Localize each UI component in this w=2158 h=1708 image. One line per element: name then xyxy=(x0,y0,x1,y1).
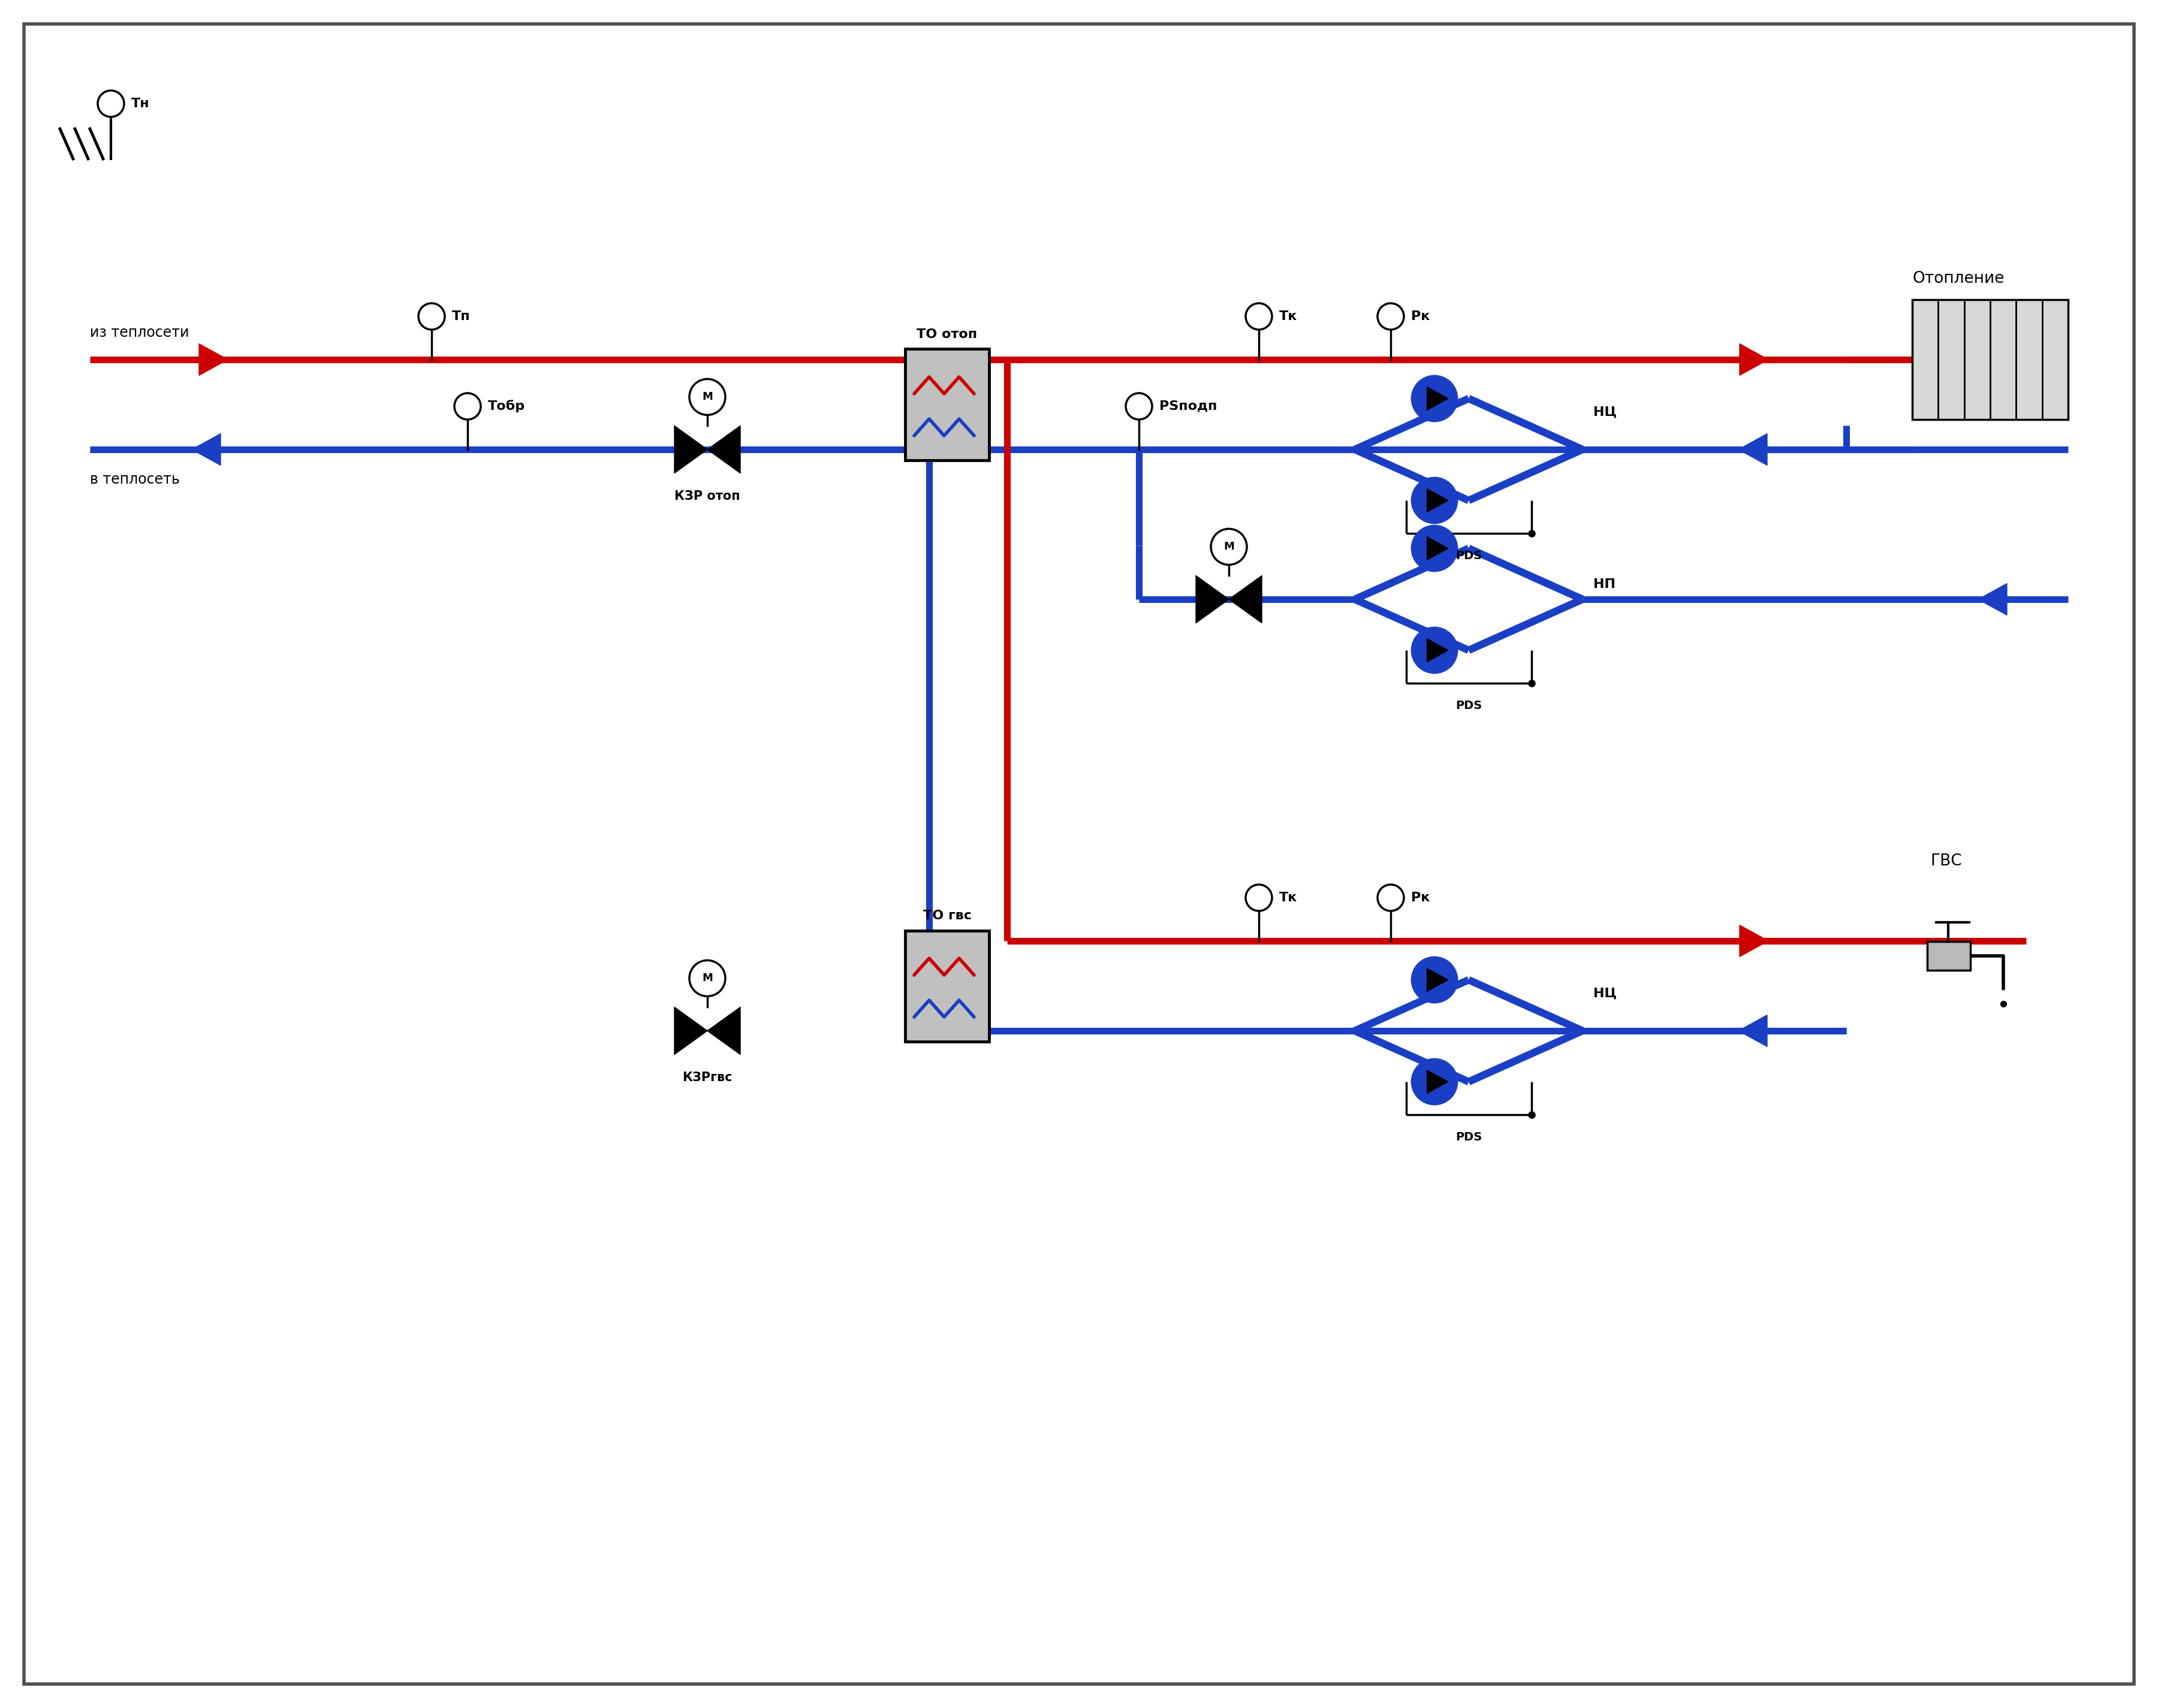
Text: НП: НП xyxy=(1593,579,1616,591)
Text: Рк: Рк xyxy=(1411,311,1431,323)
Polygon shape xyxy=(673,425,708,473)
Circle shape xyxy=(1411,526,1457,570)
Polygon shape xyxy=(199,343,229,376)
Polygon shape xyxy=(1739,343,1767,376)
Text: М: М xyxy=(701,974,712,984)
Bar xyxy=(1912,299,2067,420)
Text: КЗРгвс: КЗРгвс xyxy=(682,1071,732,1083)
Text: КЗР отоп: КЗР отоп xyxy=(675,490,740,502)
Polygon shape xyxy=(1426,1071,1448,1093)
Text: Отопление: Отопление xyxy=(1912,272,2005,287)
Polygon shape xyxy=(1739,434,1767,465)
Circle shape xyxy=(688,960,725,996)
Circle shape xyxy=(419,304,445,330)
Polygon shape xyxy=(1228,576,1262,623)
Circle shape xyxy=(1411,627,1457,673)
Polygon shape xyxy=(1426,488,1448,512)
Circle shape xyxy=(1377,304,1405,330)
Bar xyxy=(1927,941,1970,970)
Polygon shape xyxy=(1426,639,1448,663)
Circle shape xyxy=(1126,393,1152,420)
Text: НЦ: НЦ xyxy=(1593,987,1616,999)
Circle shape xyxy=(455,393,481,420)
Text: ТО отоп: ТО отоп xyxy=(917,328,978,340)
Circle shape xyxy=(1411,376,1457,422)
Circle shape xyxy=(1411,956,1457,1003)
Text: Тобр: Тобр xyxy=(488,400,524,413)
Circle shape xyxy=(1411,1059,1457,1105)
Polygon shape xyxy=(1196,576,1228,623)
Circle shape xyxy=(97,91,125,116)
Text: Рк: Рк xyxy=(1411,892,1431,904)
Polygon shape xyxy=(673,1008,708,1054)
Bar xyxy=(904,931,988,1042)
Text: НЦ: НЦ xyxy=(1593,407,1616,418)
Circle shape xyxy=(1211,529,1247,565)
Polygon shape xyxy=(1979,584,2007,615)
Circle shape xyxy=(1411,478,1457,523)
Text: PDS: PDS xyxy=(1454,1131,1483,1143)
Polygon shape xyxy=(192,434,220,465)
Text: PDS: PDS xyxy=(1454,550,1483,562)
Circle shape xyxy=(1245,885,1271,910)
Polygon shape xyxy=(1739,1015,1767,1047)
Polygon shape xyxy=(1739,926,1767,956)
Text: М: М xyxy=(701,391,712,403)
Polygon shape xyxy=(1426,968,1448,991)
Text: ТО гвс: ТО гвс xyxy=(924,910,971,922)
Text: Тк: Тк xyxy=(1280,892,1297,904)
Text: ГВС: ГВС xyxy=(1929,854,1962,869)
Polygon shape xyxy=(1426,536,1448,560)
Text: Тн: Тн xyxy=(132,97,149,109)
Polygon shape xyxy=(1426,388,1448,410)
Text: М: М xyxy=(1224,541,1234,552)
Text: Тп: Тп xyxy=(451,311,470,323)
Text: из теплосети: из теплосети xyxy=(91,326,190,340)
Bar xyxy=(904,348,988,459)
Polygon shape xyxy=(708,1008,740,1054)
Circle shape xyxy=(1377,885,1405,910)
Text: PSподп: PSподп xyxy=(1159,400,1217,412)
Text: в теплосеть: в теплосеть xyxy=(91,471,179,487)
Text: PDS: PDS xyxy=(1454,700,1483,711)
Polygon shape xyxy=(708,425,740,473)
Circle shape xyxy=(1245,304,1271,330)
Circle shape xyxy=(688,379,725,415)
Text: Тк: Тк xyxy=(1280,311,1297,323)
